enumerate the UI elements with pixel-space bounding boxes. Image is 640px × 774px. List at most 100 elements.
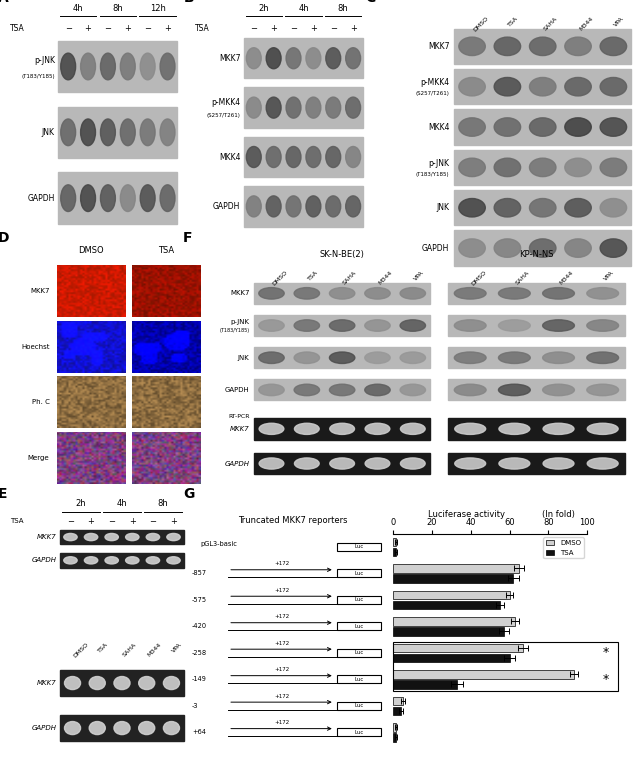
Text: +172: +172	[275, 641, 290, 646]
Ellipse shape	[600, 118, 627, 136]
Ellipse shape	[494, 198, 521, 217]
Ellipse shape	[266, 196, 281, 217]
Bar	[337, 728, 381, 736]
Ellipse shape	[455, 423, 486, 434]
Text: SAHA: SAHA	[543, 15, 559, 32]
Text: 12h: 12h	[150, 5, 166, 13]
Text: KP-N-NS: KP-N-NS	[519, 250, 554, 259]
Text: +172: +172	[275, 720, 290, 725]
Text: p-MKK4: p-MKK4	[211, 98, 241, 108]
Text: VPA: VPA	[613, 15, 625, 28]
Text: Luc: Luc	[354, 650, 364, 656]
Ellipse shape	[286, 97, 301, 118]
Ellipse shape	[259, 384, 284, 396]
Bar	[393, 723, 396, 731]
Text: VPA: VPA	[603, 270, 614, 282]
Ellipse shape	[125, 557, 139, 564]
Text: Luciferase activity: Luciferase activity	[428, 509, 505, 519]
Text: 8h: 8h	[113, 5, 124, 13]
Ellipse shape	[499, 384, 531, 396]
Text: +172: +172	[275, 561, 290, 567]
Text: pGL3-basic: pGL3-basic	[200, 541, 237, 547]
Ellipse shape	[529, 37, 556, 56]
Text: 8h: 8h	[338, 5, 349, 13]
Ellipse shape	[588, 458, 618, 469]
Bar	[337, 596, 381, 604]
Text: -258: -258	[192, 650, 207, 656]
Ellipse shape	[543, 384, 575, 396]
Text: Luc: Luc	[354, 704, 364, 708]
Text: VPA: VPA	[172, 642, 183, 654]
Ellipse shape	[365, 320, 390, 331]
Ellipse shape	[160, 185, 175, 211]
Text: VPA: VPA	[413, 270, 425, 282]
Ellipse shape	[84, 533, 98, 541]
Bar	[393, 697, 403, 705]
Text: M344: M344	[559, 270, 574, 286]
Bar	[60, 530, 184, 544]
Ellipse shape	[81, 53, 95, 80]
Ellipse shape	[600, 239, 627, 257]
Text: Hoechst: Hoechst	[21, 344, 49, 350]
Ellipse shape	[564, 77, 591, 96]
Ellipse shape	[400, 288, 426, 299]
Legend: DMSO, TSA: DMSO, TSA	[543, 537, 584, 558]
Ellipse shape	[564, 198, 591, 217]
Bar	[244, 87, 363, 128]
Bar	[393, 564, 519, 573]
Ellipse shape	[306, 196, 321, 217]
Ellipse shape	[81, 119, 95, 146]
Text: TSA: TSA	[10, 519, 24, 525]
Text: *: *	[603, 673, 609, 686]
Ellipse shape	[146, 533, 159, 541]
Bar	[454, 29, 631, 64]
Ellipse shape	[494, 158, 521, 176]
Ellipse shape	[246, 97, 261, 118]
Ellipse shape	[365, 288, 390, 299]
Ellipse shape	[266, 48, 281, 69]
Ellipse shape	[454, 384, 486, 396]
Text: −: −	[144, 24, 151, 33]
Ellipse shape	[100, 185, 115, 211]
Text: −: −	[104, 24, 111, 33]
Bar	[393, 644, 523, 652]
Text: TSA: TSA	[97, 642, 109, 654]
Text: +172: +172	[275, 587, 290, 593]
Text: −: −	[65, 24, 72, 33]
Ellipse shape	[326, 48, 340, 69]
Ellipse shape	[306, 48, 321, 69]
Text: M344: M344	[378, 270, 394, 286]
Text: E: E	[0, 487, 7, 501]
Ellipse shape	[459, 239, 485, 257]
Text: G: G	[183, 487, 195, 501]
Bar	[58, 173, 177, 224]
Text: −: −	[108, 517, 115, 526]
Ellipse shape	[587, 320, 619, 331]
Ellipse shape	[543, 423, 574, 434]
Text: TSA: TSA	[508, 15, 520, 28]
Ellipse shape	[140, 185, 155, 211]
Text: JNK: JNK	[237, 354, 250, 361]
Ellipse shape	[400, 384, 426, 396]
Text: (In fold): (In fold)	[541, 509, 575, 519]
Ellipse shape	[246, 196, 261, 217]
Text: −: −	[290, 24, 297, 33]
Ellipse shape	[455, 458, 486, 469]
Bar	[254, 453, 431, 474]
Text: GAPDH: GAPDH	[213, 202, 241, 211]
Text: GAPDH: GAPDH	[31, 725, 56, 731]
Text: MKK7: MKK7	[37, 534, 56, 540]
Ellipse shape	[365, 384, 390, 396]
Text: RT-PCR: RT-PCR	[228, 413, 250, 419]
Text: MKK4: MKK4	[428, 122, 449, 132]
Ellipse shape	[330, 458, 355, 469]
Ellipse shape	[529, 158, 556, 176]
Bar	[393, 680, 457, 689]
Text: B: B	[183, 0, 194, 5]
Text: MKK7: MKK7	[428, 42, 449, 51]
Text: SAHA: SAHA	[342, 270, 358, 286]
Ellipse shape	[494, 239, 521, 257]
Ellipse shape	[588, 423, 618, 434]
Ellipse shape	[330, 320, 355, 331]
Bar	[448, 283, 625, 304]
